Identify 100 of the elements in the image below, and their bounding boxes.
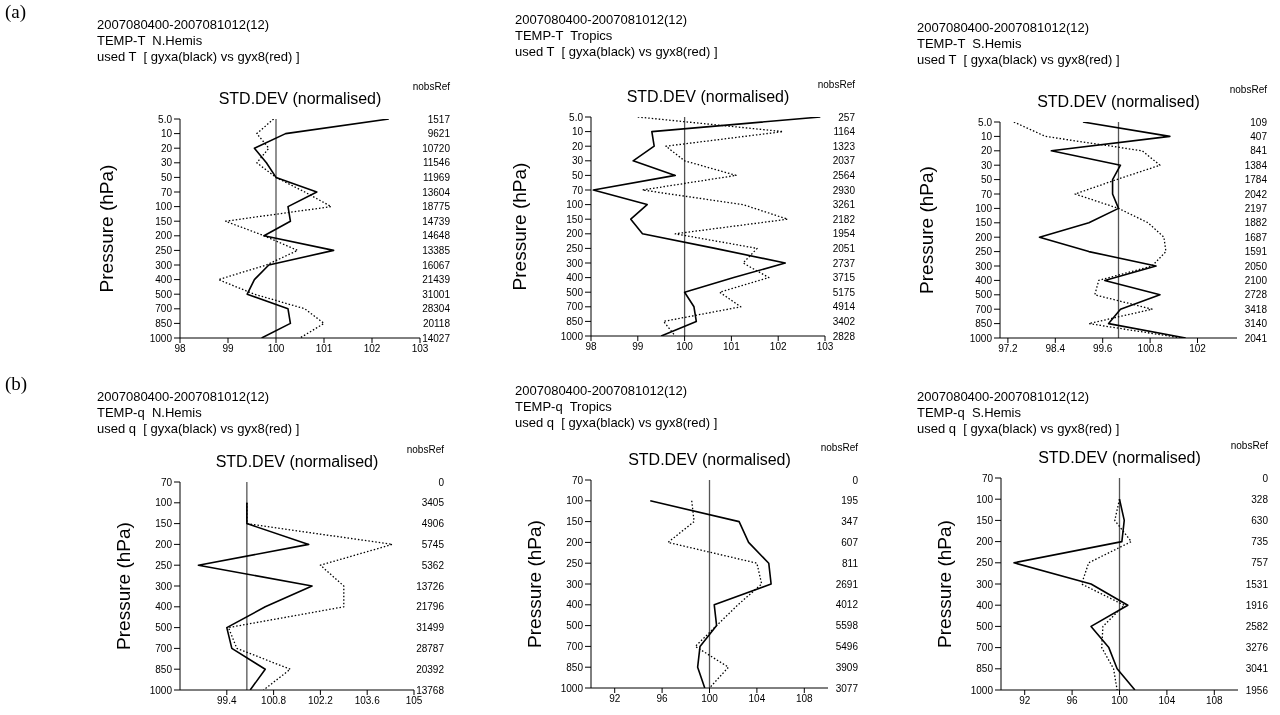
text: used q [ gyxa(black) vs gyx8(red) ] (917, 421, 1120, 437)
y2-tick-label: 4914 (832, 301, 856, 313)
y-tick-label: 70 (980, 188, 993, 200)
x-axis-title: STD.DEV (normalised) (1038, 449, 1201, 466)
y-tick-label: 700 (155, 303, 173, 315)
y-tick-label: 70 (981, 472, 994, 484)
y-tick-label: 200 (155, 230, 173, 242)
y-axis-title: Pressure (hPa) (112, 522, 134, 650)
y-tick-label: 20 (571, 140, 584, 152)
y-tick-label: 200 (566, 228, 584, 240)
x-tick-label: 99 (222, 343, 234, 355)
y-tick-label: 250 (155, 244, 173, 256)
y-tick-label: 50 (980, 174, 993, 186)
y-tick-label: 700 (566, 301, 584, 313)
y2-tick-label: 757 (1251, 557, 1269, 569)
y2-tick-label: 1916 (1245, 599, 1269, 611)
y2-tick-label: 1323 (832, 140, 856, 152)
y2-tick-label: 3276 (1245, 642, 1269, 654)
y-tick-label: 100 (155, 497, 173, 509)
y2-tick-label: 3077 (835, 682, 859, 694)
y2-tick-label: 3140 (1244, 318, 1268, 330)
x-axis-title: STD.DEV (normalised) (218, 90, 382, 107)
chart-subtitle: TEMP-T N.Hemis (97, 33, 204, 49)
x-tick-label: 92 (609, 693, 621, 705)
y-axis-title: Pressure (hPa) (508, 162, 530, 291)
x-tick-label: 98 (174, 343, 186, 355)
y-tick-label: 150 (566, 213, 584, 225)
x-tick-label: 101 (723, 341, 741, 353)
y2-tick-label: 14648 (422, 230, 451, 242)
y2-tick-label: 2041 (1244, 332, 1268, 344)
y-tick-label: 5.0 (978, 116, 993, 128)
x-tick-label: 99.6 (1092, 343, 1113, 355)
y2-tick-label: 2728 (1244, 289, 1268, 301)
y2-tick-label: 2182 (832, 213, 856, 225)
y2-tick-label: 5362 (421, 559, 445, 571)
y-tick-label: 200 (976, 536, 994, 548)
y-tick-label: 400 (566, 599, 584, 611)
y-tick-label: 1000 (149, 684, 173, 696)
y-tick-label: 250 (566, 557, 584, 569)
x-tick-label: 103 (411, 343, 429, 355)
y2-tick-label: 4906 (421, 518, 445, 530)
chart-title: 2007080400-2007081012(12) (917, 389, 1091, 405)
y-tick-label: 1000 (149, 332, 173, 344)
y-tick-label: 70 (571, 184, 584, 196)
x-tick-label: 102.2 (307, 695, 334, 707)
chart-title: 2007080400-2007081012(12) (97, 17, 271, 33)
y-tick-label: 70 (571, 474, 584, 486)
y2-axis-title: nobsRef (1228, 84, 1267, 96)
y-tick-label: 30 (160, 157, 173, 169)
y2-tick-label: 13604 (422, 186, 451, 198)
y-tick-label: 1000 (970, 684, 994, 696)
y2-tick-label: 735 (1251, 536, 1269, 548)
chart-subtitle: TEMP-q S.Hemis (917, 405, 1022, 421)
y2-tick-label: 13385 (422, 244, 451, 256)
x-tick-label: 96 (656, 693, 669, 705)
y2-tick-label: 1384 (1244, 159, 1268, 171)
y2-tick-label: 3715 (832, 272, 856, 284)
y2-tick-label: 1784 (1244, 174, 1268, 186)
y-tick-label: 1000 (560, 682, 584, 694)
text: used q [ gyxa(black) vs gyx8(red) ] (97, 421, 300, 437)
y2-tick-label: 2737 (832, 257, 856, 269)
y2-axis-title: nobsRef (1229, 440, 1268, 452)
y-tick-label: 400 (155, 601, 173, 613)
x-tick-label: 97.2 (998, 343, 1019, 355)
y-tick-label: 400 (155, 274, 173, 286)
x-tick-label: 108 (795, 693, 814, 705)
x-tick-label: 102 (363, 343, 381, 355)
y-tick-label: 300 (155, 259, 173, 271)
x-axis-title: STD.DEV (normalised) (626, 88, 790, 105)
y2-tick-label: 2930 (832, 184, 856, 196)
x-tick-label: 104 (1158, 695, 1176, 707)
x-tick-label: 108 (1205, 695, 1224, 707)
y-tick-label: 700 (975, 303, 993, 315)
y-tick-label: 10 (980, 130, 993, 142)
y2-tick-label: 31001 (422, 288, 451, 300)
y2-tick-label: 13768 (416, 684, 445, 696)
y-tick-label: 200 (975, 231, 993, 243)
y-tick-label: 500 (976, 620, 994, 632)
y2-tick-label: 1882 (1244, 217, 1268, 229)
chart-title: 2007080400-2007081012(12) (515, 383, 689, 399)
y-tick-label: 850 (975, 318, 993, 330)
x-tick-label: 104 (748, 693, 766, 705)
y-tick-label: 5.0 (158, 113, 173, 125)
y2-tick-label: 14739 (422, 215, 451, 227)
y-tick-label: 5.0 (569, 111, 584, 123)
y-tick-label: 850 (566, 661, 584, 673)
y2-tick-label: 11546 (422, 157, 451, 169)
y2-tick-label: 9621 (427, 128, 451, 140)
text: (a) (5, 1, 27, 23)
text: used T [ gyxa(black) vs gyx8(red) ] (515, 44, 718, 60)
y2-tick-label: 3418 (1244, 303, 1268, 315)
y-tick-label: 20 (160, 142, 173, 154)
x-axis-title: STD.DEV (normalised) (1037, 93, 1200, 110)
y2-tick-label: 10720 (422, 142, 451, 154)
y-tick-label: 500 (566, 620, 584, 632)
y2-tick-label: 1591 (1244, 246, 1268, 258)
y-tick-label: 100 (976, 493, 994, 505)
y2-tick-label: 347 (841, 516, 859, 528)
y-tick-label: 150 (566, 516, 584, 528)
y-tick-label: 200 (155, 538, 173, 550)
